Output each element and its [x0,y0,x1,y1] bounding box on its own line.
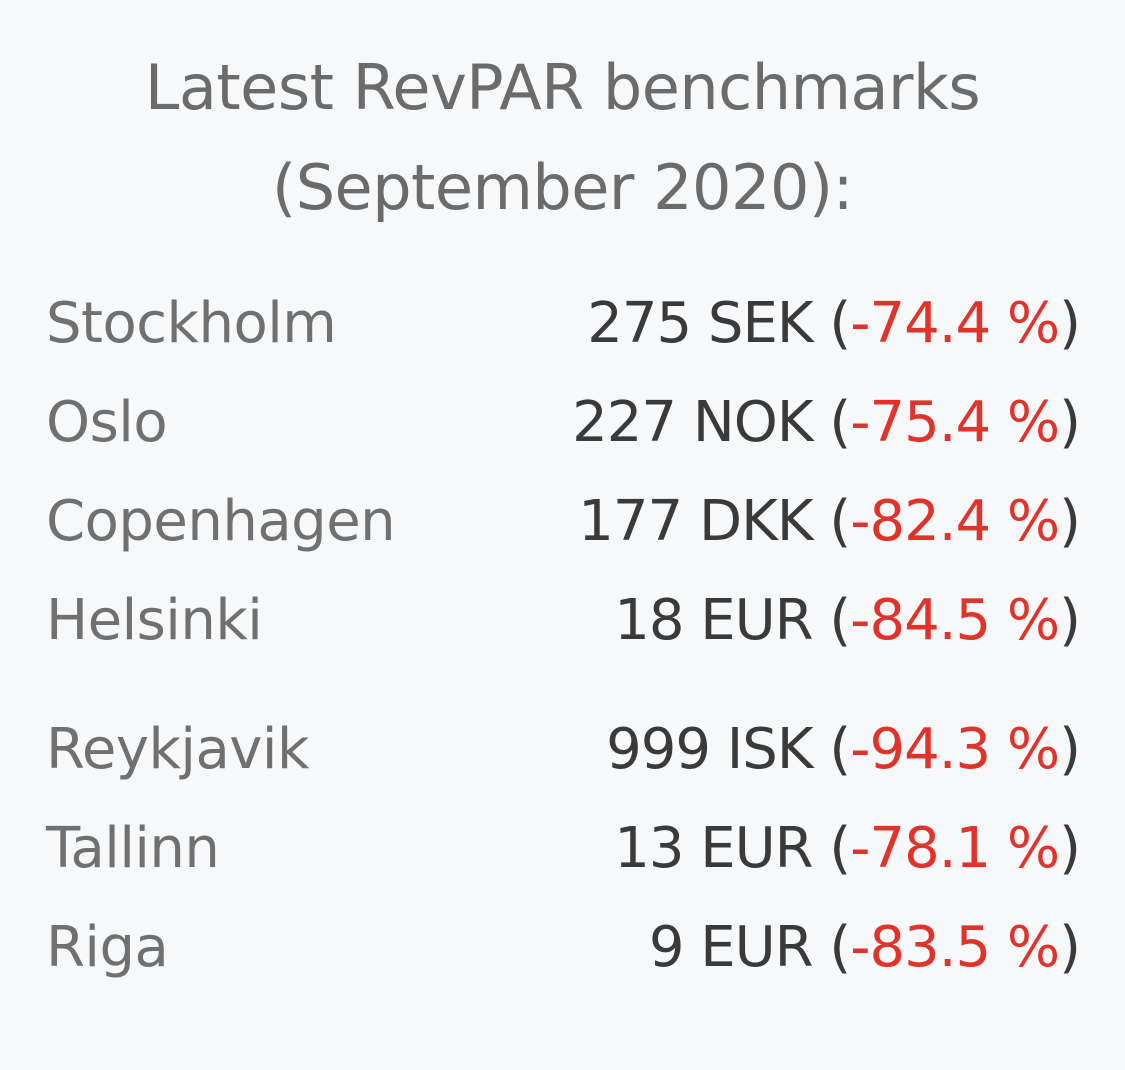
revpar-amount: 13 EUR [614,816,813,881]
title-line-1: Latest RevPAR benchmarks [144,51,981,124]
revpar-value: 227 NOK (-75.4 %) [572,390,1081,455]
revpar-amount: 177 DKK [578,489,813,554]
table-row: Oslo 227 NOK (-75.4 %) [46,373,1081,472]
revpar-value: 9 EUR (-83.5 %) [648,915,1081,980]
revpar-change: -78.1 % [850,816,1060,881]
revpar-change: -75.4 % [850,390,1060,455]
revpar-value: 177 DKK (-82.4 %) [578,489,1081,554]
paren-close: ) [1059,717,1081,782]
paren-close: ) [1059,816,1081,881]
paren-open: ( [829,390,851,455]
paren-close: ) [1059,588,1081,653]
revpar-value: 18 EUR (-84.5 %) [614,588,1081,653]
city-name: Stockholm [46,291,337,356]
paren-close: ) [1059,390,1081,455]
page-title: Latest RevPAR benchmarks (September 2020… [0,38,1125,238]
table-row: Reykjavik 999 ISK (-94.3 %) [46,700,1081,799]
revpar-value: 999 ISK (-94.3 %) [606,717,1081,782]
paren-open: ( [829,291,851,356]
revpar-change: -74.4 % [850,291,1060,356]
paren-open: ( [829,489,851,554]
table-row: Riga 9 EUR (-83.5 %) [46,898,1081,997]
revpar-change: -94.3 % [850,717,1060,782]
city-name: Riga [46,915,169,980]
city-name: Tallinn [46,816,220,881]
title-line-2: (September 2020): [272,151,853,224]
city-name: Copenhagen [46,489,396,554]
table-row: Copenhagen 177 DKK (-82.4 %) [46,472,1081,571]
table-row: Tallinn 13 EUR (-78.1 %) [46,799,1081,898]
revpar-value: 13 EUR (-78.1 %) [614,816,1081,881]
paren-open: ( [829,816,851,881]
paren-open: ( [829,588,851,653]
paren-close: ) [1059,291,1081,356]
revpar-amount: 9 EUR [648,915,814,980]
city-name: Reykjavik [46,717,309,782]
paren-open: ( [829,717,851,782]
revpar-amount: 999 ISK [606,717,813,782]
revpar-amount: 18 EUR [614,588,813,653]
revpar-amount: 227 NOK [572,390,813,455]
revpar-value: 275 SEK (-74.4 %) [587,291,1081,356]
revpar-table: Stockholm 275 SEK (-74.4 %) Oslo 227 NOK… [46,274,1081,997]
city-name: Oslo [46,390,168,455]
city-name: Helsinki [46,588,263,653]
revpar-change: -84.5 % [850,588,1060,653]
revpar-change: -82.4 % [850,489,1060,554]
table-row: Helsinki 18 EUR (-84.5 %) [46,571,1081,670]
paren-close: ) [1059,489,1081,554]
paren-close: ) [1059,915,1081,980]
revpar-change: -83.5 % [850,915,1060,980]
table-row: Stockholm 275 SEK (-74.4 %) [46,274,1081,373]
paren-open: ( [829,915,851,980]
revpar-amount: 275 SEK [587,291,813,356]
